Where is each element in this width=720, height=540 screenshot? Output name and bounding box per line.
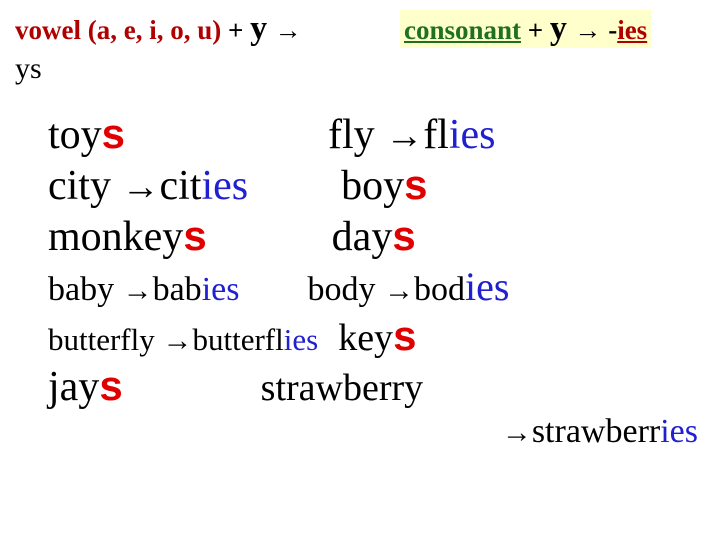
key-base: key xyxy=(338,317,393,359)
arrow-1: → xyxy=(267,15,302,45)
day-base: day xyxy=(332,214,393,260)
strawberry-base: strawberry xyxy=(261,367,423,409)
fly-base: fly xyxy=(328,112,385,158)
baby-ies: ies xyxy=(202,271,240,308)
y-2: y xyxy=(550,10,567,47)
baby-stem: bab xyxy=(153,271,202,308)
body-base: body xyxy=(307,271,384,308)
row-7: →strawberries xyxy=(48,413,708,451)
butterfly-ies: ies xyxy=(284,322,318,357)
jay-s: s xyxy=(99,362,122,409)
row-1: toys fly →flies xyxy=(48,110,708,159)
strawberry-stem: strawberr xyxy=(532,413,660,450)
vowel-text: vowel (a, e, i, o, u) xyxy=(15,15,221,45)
fly-stem: fl xyxy=(423,112,449,158)
toy-base: toy xyxy=(48,112,102,158)
rule-consonant: consonant + y → -ies xyxy=(400,10,651,48)
dash: - xyxy=(601,15,617,45)
day-s: s xyxy=(392,212,415,259)
ys-suffix: ys xyxy=(15,52,42,86)
strawberry-ies: ies xyxy=(660,413,698,450)
row-2: city →cities boys xyxy=(48,161,708,210)
ies-suffix: ies xyxy=(617,15,647,45)
rule-vowel: vowel (a, e, i, o, u) + y → xyxy=(15,10,302,48)
y-1: y xyxy=(250,10,267,47)
monkey-base: monkey xyxy=(48,214,183,260)
city-ies: ies xyxy=(201,163,248,209)
butterfly-base: butterfly xyxy=(48,322,163,357)
row-5: butterfly →butterflies keys xyxy=(48,312,708,360)
butterfly-arrow: → xyxy=(163,324,193,357)
city-arrow: → xyxy=(121,166,159,208)
examples: toys fly →flies city →cities boys monkey… xyxy=(48,110,708,453)
fly-ies: ies xyxy=(449,112,496,158)
consonant-text: consonant xyxy=(404,15,521,45)
arrow-2: → xyxy=(567,15,602,45)
strawberry-arrow: → xyxy=(502,416,532,449)
key-s: s xyxy=(393,312,416,359)
city-base: city xyxy=(48,163,121,209)
row-6: jays strawberry xyxy=(48,362,708,411)
body-ies: ies xyxy=(465,264,509,309)
body-arrow: → xyxy=(384,274,414,307)
city-stem: cit xyxy=(159,163,201,209)
plus-1: + xyxy=(221,15,250,45)
fly-arrow: → xyxy=(385,115,423,157)
monkey-s: s xyxy=(183,212,206,259)
row-4: baby →babies body →bodies xyxy=(48,263,708,310)
body-stem: bod xyxy=(414,271,465,308)
plus-2: + xyxy=(521,15,550,45)
baby-base: baby xyxy=(48,271,123,308)
baby-arrow: → xyxy=(123,274,153,307)
butterfly-stem: butterfl xyxy=(193,322,284,357)
toy-s: s xyxy=(102,110,125,157)
boy-base: boy xyxy=(341,163,404,209)
boy-s: s xyxy=(404,161,427,208)
jay-base: jay xyxy=(48,364,99,410)
row-3: monkeys days xyxy=(48,212,708,261)
